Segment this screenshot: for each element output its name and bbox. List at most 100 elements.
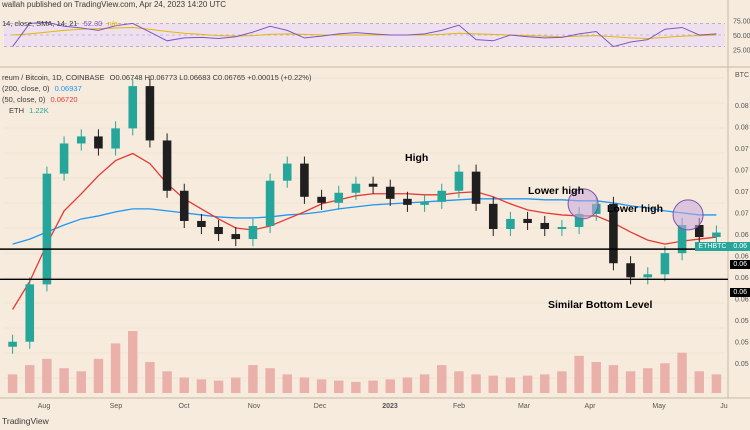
volume-bar <box>488 375 498 393</box>
time-tick: Aug <box>38 403 51 410</box>
candle-body <box>626 263 635 278</box>
volume-bar <box>385 379 395 393</box>
annotation-high: High <box>405 152 429 164</box>
price-tick: 0.06 <box>735 297 749 304</box>
volume-bar <box>231 377 241 393</box>
candle-body <box>403 198 412 205</box>
volume-bar <box>316 379 327 393</box>
volume-value: 1.22K <box>29 106 49 115</box>
volume-bar <box>574 355 584 393</box>
candle-body <box>248 225 258 240</box>
candle-body <box>540 222 550 230</box>
candle-body <box>197 220 206 227</box>
candle-body <box>643 274 653 278</box>
candle-body <box>471 171 481 204</box>
ma50-legend: (50, close, 0) 0.06720 <box>2 95 78 104</box>
rsi-line <box>12 21 717 48</box>
volume-bar <box>677 352 687 393</box>
candle-body <box>523 218 532 223</box>
rsi-axis-tick: 50.00 <box>733 33 750 40</box>
candle-body <box>420 201 429 205</box>
candle-body <box>712 232 721 238</box>
candle-body <box>59 143 69 174</box>
candle-body <box>76 136 86 144</box>
rsi-legend: 14, close, SMA, 14, 21 52.30 n/a <box>2 19 118 28</box>
bottom-tag: 0.06 <box>730 288 750 297</box>
rsi-axis-tick: 75.00 <box>733 19 750 26</box>
candle-body <box>609 203 618 264</box>
ohlc-text: O0.06748 H0.06773 L0.06683 C0.06765 +0.0… <box>109 73 312 82</box>
ma50-value: 0.06720 <box>50 95 78 104</box>
volume-bar <box>42 358 52 393</box>
candle-body <box>454 171 464 191</box>
ticker-name: ETHBTC <box>698 243 727 250</box>
candle-body <box>557 226 567 230</box>
candle-body <box>282 163 292 181</box>
candle-body <box>231 234 241 240</box>
candle-body <box>385 186 395 199</box>
candle-body <box>111 128 120 149</box>
volume-bar <box>522 375 533 393</box>
ma50-label: (50, close, 0) <box>2 95 46 104</box>
candle-body <box>694 224 704 238</box>
candle-body <box>8 341 17 347</box>
volume-bar <box>625 371 636 393</box>
publisher-text: wallah published on TradingView.com, Apr… <box>2 0 226 9</box>
candle-body <box>574 213 584 227</box>
candle-body <box>25 284 35 342</box>
lower-high-circle <box>672 199 704 231</box>
ma200-label: (200, close, 0) <box>2 84 50 93</box>
ma50-line <box>12 152 717 310</box>
rsi-panel: 75.00 50.00 25.00 <box>4 19 750 55</box>
volume-label: ETH <box>9 106 24 115</box>
candle-body <box>317 196 326 203</box>
candle-body <box>300 163 309 197</box>
time-tick: May <box>652 403 666 410</box>
price-tick: 0.06 <box>735 232 749 239</box>
annotation-lower-high-2: Lower high <box>607 203 663 215</box>
price-tick: 0.07 <box>735 146 749 153</box>
volume-bar <box>454 371 464 393</box>
volume-bar <box>437 365 447 393</box>
candle-body <box>368 183 378 187</box>
volume-bars <box>7 331 722 393</box>
ma200-value: 0.06937 <box>54 84 82 93</box>
volume-bar <box>25 365 35 393</box>
volume-bar <box>265 368 275 393</box>
grid-layer <box>0 0 750 399</box>
time-tick: Oct <box>179 403 190 410</box>
candle-body <box>128 86 138 129</box>
volume-bar <box>179 377 189 393</box>
ticker-value: 0.06 <box>733 243 747 250</box>
symbol-legend: reum / Bitcoin, 1D, COINBASE O0.06748 H0… <box>2 73 311 82</box>
time-tick: Sep <box>110 403 123 410</box>
time-tick: 2023 <box>382 403 398 410</box>
candle-body <box>145 86 155 141</box>
candle-body <box>94 136 103 149</box>
volume-bar <box>711 374 722 393</box>
candle-body <box>265 180 275 226</box>
symbol-text: reum / Bitcoin, 1D, COINBASE <box>2 73 105 82</box>
time-tick: Apr <box>585 403 597 410</box>
publisher-rest: h published on TradingView.com, Apr 24, … <box>20 0 226 9</box>
volume-bar <box>196 379 207 393</box>
axes: 0.080.080.070.070.070.070.060.060.060.06… <box>38 103 749 410</box>
volume-bar <box>282 374 292 393</box>
time-tick: Mar <box>518 403 531 410</box>
candle-body <box>214 226 223 235</box>
price-tick: 0.07 <box>735 189 749 196</box>
price-tick: 0.05 <box>735 318 749 325</box>
rsi-value: 52.30 <box>83 19 103 28</box>
candle-body <box>351 183 361 193</box>
candle-body <box>42 173 52 285</box>
volume-bar <box>128 331 138 393</box>
volume-bar <box>93 358 104 393</box>
rsi-ma-line <box>12 26 717 39</box>
time-tick: Feb <box>453 403 465 410</box>
volume-bar <box>351 381 361 393</box>
volume-bar <box>213 380 224 393</box>
volume-bar <box>7 374 18 393</box>
volume-bar <box>59 368 69 393</box>
moving-averages <box>12 152 717 310</box>
